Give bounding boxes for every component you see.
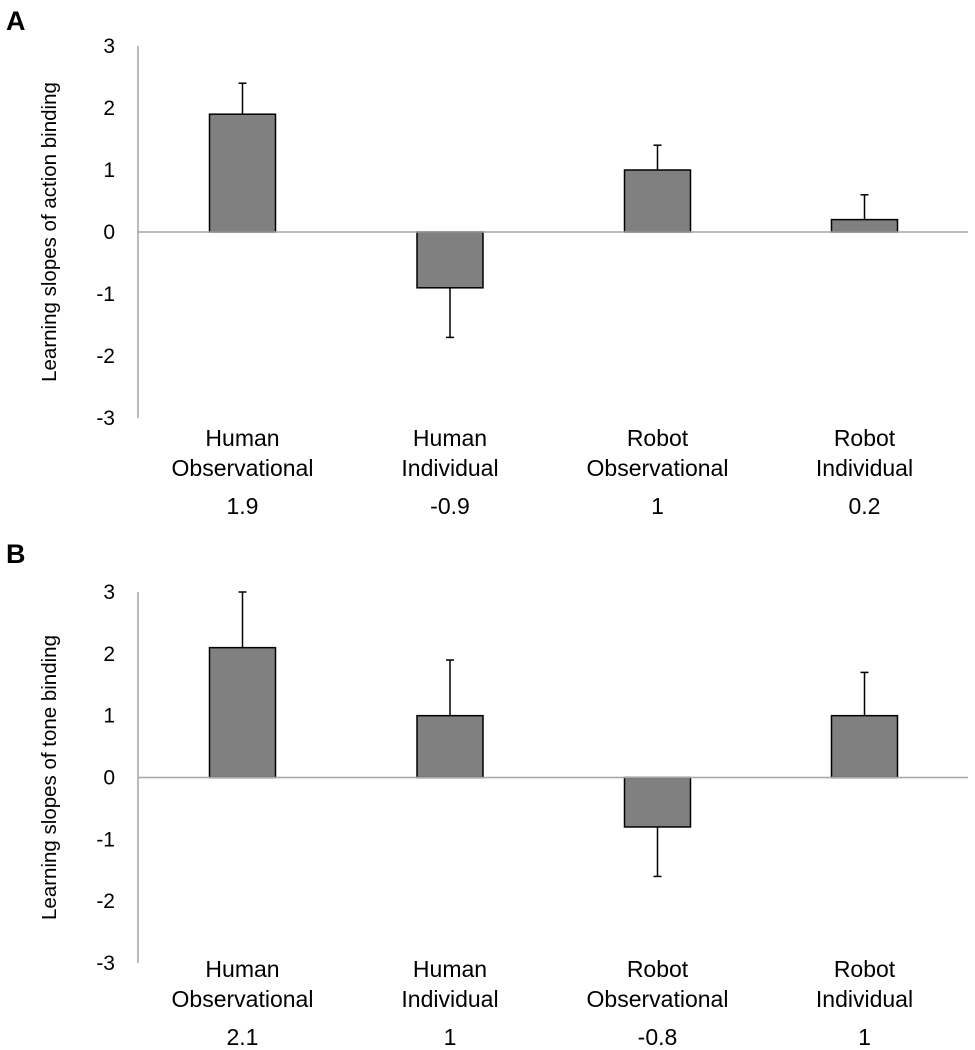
y-tick-label: 2 — [103, 643, 115, 666]
bar — [208, 646, 277, 779]
y-tick-label: -1 — [96, 828, 115, 851]
y-tick-label: 1 — [103, 159, 115, 182]
bar — [208, 113, 277, 233]
bar — [830, 218, 899, 233]
value-label: 1 — [651, 493, 664, 519]
category-label-line2: Individual — [401, 986, 498, 1012]
value-label: 1.9 — [227, 493, 259, 519]
category-label-line2: Observational — [172, 986, 314, 1012]
y-tick-label: -3 — [96, 407, 115, 430]
bar — [623, 776, 692, 828]
category-label-line1: Robot — [834, 425, 896, 451]
bar — [416, 714, 484, 779]
y-axis-label: Learning slopes of tone binding — [38, 635, 61, 920]
y-tick-label: -3 — [96, 952, 115, 975]
y-tick-label: 3 — [103, 581, 115, 604]
value-label: -0.9 — [430, 493, 470, 519]
category-label-line2: Observational — [587, 455, 729, 481]
category-label-line1: Robot — [834, 956, 896, 982]
value-label: -0.8 — [638, 1024, 678, 1050]
category-label-line1: Robot — [627, 425, 689, 451]
category-label-line1: Human — [413, 425, 487, 451]
category-label-line2: Observational — [172, 455, 314, 481]
bar — [416, 231, 484, 289]
y-tick-label: 2 — [103, 97, 115, 120]
y-tick-label: 0 — [103, 221, 115, 244]
category-label-line2: Individual — [816, 986, 913, 1012]
y-tick-label: 1 — [103, 705, 115, 728]
y-axis-label: Learning slopes of action binding — [38, 82, 61, 382]
category-label-line1: Robot — [627, 956, 689, 982]
bar — [623, 169, 692, 233]
category-label-line2: Observational — [587, 986, 729, 1012]
y-tick-label: -2 — [96, 345, 115, 368]
category-label-line1: Human — [205, 956, 279, 982]
value-label: 2.1 — [227, 1024, 259, 1050]
category-label-line2: Individual — [816, 455, 913, 481]
bar — [830, 714, 899, 779]
value-label: 0.2 — [849, 493, 881, 519]
y-tick-label: 3 — [103, 35, 115, 58]
value-label: 1 — [444, 1024, 457, 1050]
y-tick-label: -2 — [96, 890, 115, 913]
chart-panel-b: B 3 2 1 0 -1 -2 -3 Learning slopes of tone bindi… — [6, 539, 968, 1050]
y-tick-label: 0 — [103, 767, 115, 790]
category-label-line1: Human — [205, 425, 279, 451]
y-tick-label: -1 — [96, 283, 115, 306]
panel-label: B — [6, 539, 26, 569]
category-label-line2: Individual — [401, 455, 498, 481]
panel-label: A — [6, 6, 26, 36]
category-label-line1: Human — [413, 956, 487, 982]
value-label: 1 — [858, 1024, 871, 1050]
chart-panel-a: A 3 2 1 0 -1 -2 -3 Learning slopes of action bin… — [6, 6, 968, 519]
